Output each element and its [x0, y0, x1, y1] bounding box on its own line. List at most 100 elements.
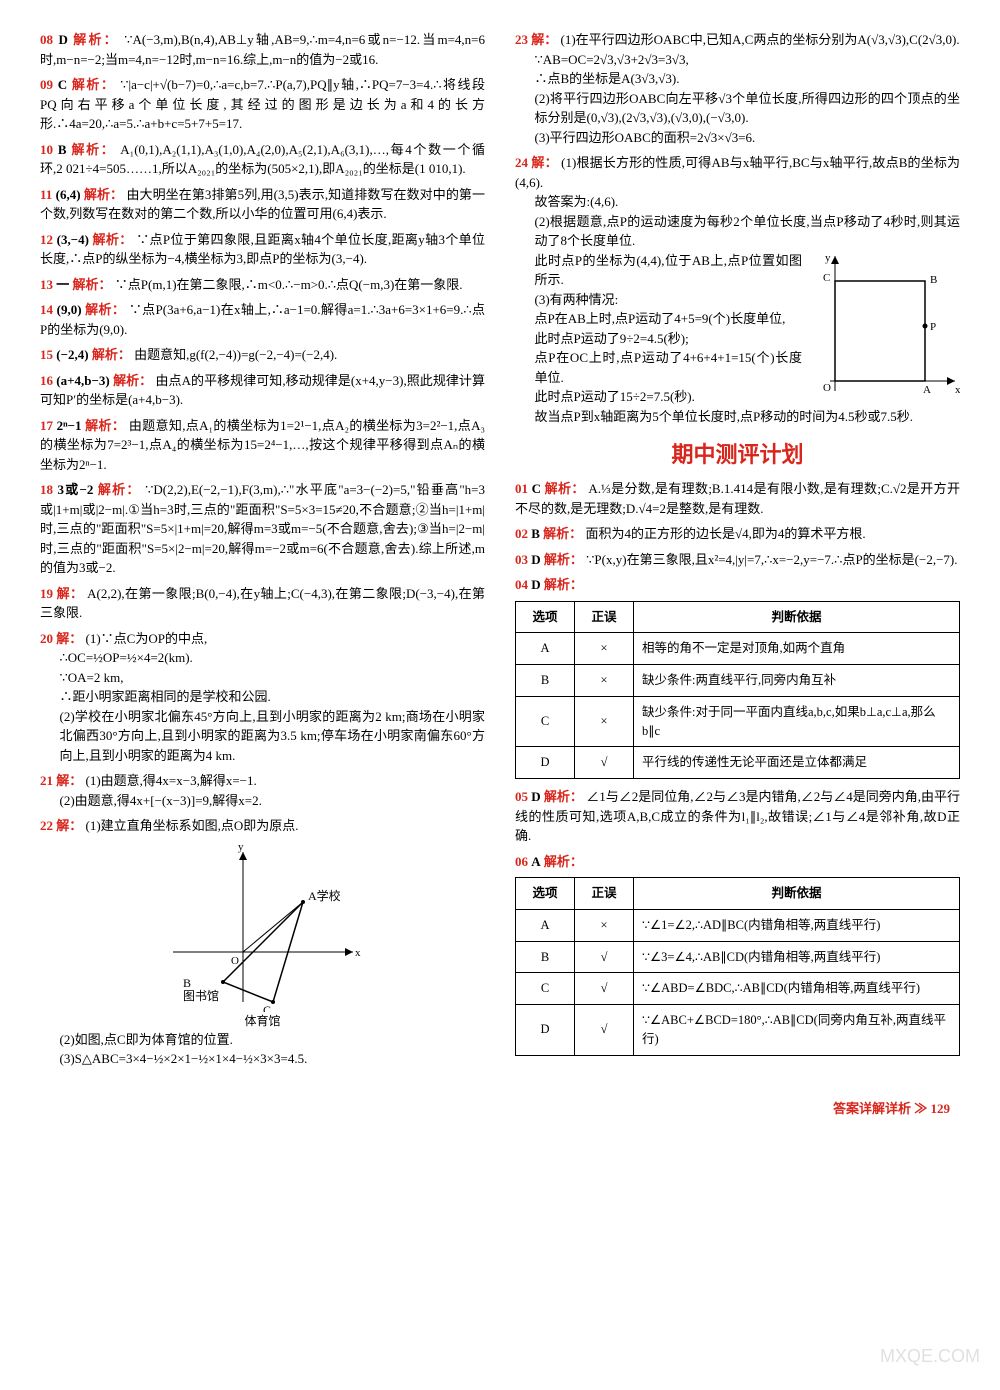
q05-num: 05: [515, 789, 528, 804]
q10-num: 10: [40, 142, 53, 157]
c-label: C: [263, 1003, 271, 1012]
q01-num: 01: [515, 481, 528, 496]
q10: 10 B 解析： A₁(0,1),A₂(1,1),A₃(1,0),A₄(2,0)…: [40, 140, 485, 179]
q03-label: 解析：: [544, 552, 583, 567]
q11-ans: (6,4): [56, 187, 81, 202]
q10-label: 解析：: [71, 142, 115, 157]
q09: 09 C 解析： ∵|a−c|+√(b−7)=0,∴a=c,b=7.∴P(a,7…: [40, 75, 485, 134]
q18-num: 18: [40, 482, 53, 497]
q16: 16 (a+4,b−3) 解析： 由点A的平移规律可知,移动规律是(x+4,y−…: [40, 371, 485, 410]
q24-C: C: [823, 272, 830, 284]
q08-ans: D: [58, 32, 67, 47]
q21-line1: (1)由题意,得4x=x−3,解得x=−1.: [86, 773, 257, 788]
q20-line2: ∴OC=½OP=½×4=2(km).: [60, 648, 486, 668]
q06-h1: 正误: [575, 878, 634, 910]
q19: 19 解： A(2,2),在第一象限;B(0,−4),在y轴上;C(−4,3),…: [40, 584, 485, 623]
q24-line2: 故答案为:(4,6).: [535, 192, 961, 212]
q10-ans: B: [58, 142, 67, 157]
q24-O: O: [823, 382, 831, 394]
q12-num: 12: [40, 232, 53, 247]
q21-num: 21: [40, 773, 53, 788]
table-row: B×缺少条件:两直线平行,同旁内角互补: [516, 665, 960, 697]
q15-text: 由题意知,g(f(2,−4))=g(−2,−4)=(−2,4).: [134, 347, 337, 362]
q09-ans: C: [58, 77, 67, 92]
q23: 23 解： (1)在平行四边形OABC中,已知A,C两点的坐标分别为A(√3,√…: [515, 30, 960, 147]
q04: 04 D 解析：: [515, 575, 960, 595]
q22: 22 解： (1)建立直角坐标系如图,点O即为原点. y x O A学校 B 图…: [40, 816, 485, 1069]
x-axis-label: x: [355, 947, 361, 959]
b-label: B: [183, 976, 191, 990]
table-row: D√∵∠ABC+∠BCD=180°,∴AB∥CD(同旁内角互补,两直线平行): [516, 1005, 960, 1056]
q06-table: 选项 正误 判断依据 A×∵∠1=∠2,∴AD∥BC(内错角相等,两直线平行) …: [515, 877, 960, 1056]
c-caption: 体育馆: [40, 1012, 485, 1030]
origin-label: O: [231, 955, 239, 967]
q17-label: 解析：: [85, 418, 125, 433]
q06: 06 A 解析：: [515, 852, 960, 872]
q13-text: ∵点P(m,1)在第二象限,∴m<0.∴−m>0.∴点Q(−m,3)在第一象限.: [115, 277, 463, 292]
q04-ans: D: [531, 577, 540, 592]
q16-ans: (a+4,b−3): [56, 373, 109, 388]
q14-num: 14: [40, 302, 53, 317]
q02-label: 解析：: [543, 526, 582, 541]
q04-h0: 选项: [516, 601, 575, 633]
q12-ans: (3,−4): [57, 232, 89, 247]
q13-label: 解析：: [73, 277, 112, 292]
q04-h2: 判断依据: [634, 601, 960, 633]
q13-num: 13: [40, 277, 53, 292]
footer-page: 129: [931, 1101, 951, 1116]
q24-x: x: [955, 384, 960, 396]
q01-ans: C: [532, 481, 541, 496]
q06-h0: 选项: [516, 878, 575, 910]
q24: 24 解： (1)根据长方形的性质,可得AB与x轴平行,BC与x轴平行,故点B的…: [515, 153, 960, 426]
table-row: D√平行线的传递性无论平面还是立体都满足: [516, 747, 960, 779]
q02: 02 B 解析： 面积为4的正方形的边长是√4,即为4的算术平方根.: [515, 524, 960, 544]
q08: 08 D 解析： ∵A(−3,m),B(n,4),AB⊥y轴,AB=9,∴m=4…: [40, 30, 485, 69]
q17-ans: 2ⁿ−1: [57, 418, 82, 433]
q21-line2: (2)由题意,得4x+[−(x−3)]=9,解得x=2.: [60, 791, 486, 811]
q20-line4: ∴距小明家距离相同的是学校和公园.: [60, 687, 486, 707]
q03-num: 03: [515, 552, 528, 567]
q16-label: 解析：: [113, 373, 152, 388]
table-row: A×∵∠1=∠2,∴AD∥BC(内错角相等,两直线平行): [516, 909, 960, 941]
q24-P: P: [930, 321, 936, 333]
q14-ans: (9,0): [57, 302, 82, 317]
q23-line5: (3)平行四边形OABC的面积=2√3×√3=6.: [535, 128, 961, 148]
right-column: 23 解： (1)在平行四边形OABC中,已知A,C两点的坐标分别为A(√3,√…: [515, 30, 960, 1075]
q22-num: 22: [40, 818, 53, 833]
q05-label: 解析：: [544, 789, 583, 804]
q04-num: 04: [515, 577, 528, 592]
q17-num: 17: [40, 418, 53, 433]
q20: 20 解： (1)∵点C为OP的中点, ∴OC=½OP=½×4=2(km). ∵…: [40, 629, 485, 766]
q18-ans: 3或−2: [58, 482, 94, 497]
q23-label: 解：: [531, 32, 557, 47]
section-title: 期中测评计划: [515, 438, 960, 471]
q20-line3: ∵OA=2 km,: [60, 668, 486, 688]
q24-B: B: [930, 274, 937, 286]
q23-line4: (2)将平行四边形OABC向左平移√3个单位长度,所得四边形的四个顶点的坐标分别…: [535, 89, 961, 128]
q19-label: 解：: [57, 586, 84, 601]
q06-num: 06: [515, 854, 528, 869]
q11: 11 (6,4) 解析： 由大明坐在第3排第5列,用(3,5)表示,知道排数写在…: [40, 185, 485, 224]
q24-A: A: [923, 384, 931, 396]
q24-label: 解：: [531, 155, 557, 170]
q24-line1: (1)根据长方形的性质,可得AB与x轴平行,BC与x轴平行,故点B的坐标为(4,…: [515, 155, 960, 190]
q24-line3: (2)根据题意,点P的运动速度为每秒2个单位长度,当点P移动了4秒时,则其运动了…: [535, 212, 961, 251]
q18-label: 解析：: [98, 482, 141, 497]
q12: 12 (3,−4) 解析： ∵点P位于第四象限,且距离x轴4个单位长度,距离y轴…: [40, 230, 485, 269]
table-row: C√∵∠ABD=∠BDC,∴AB∥CD(内错角相等,两直线平行): [516, 973, 960, 1005]
q04-label: 解析：: [544, 577, 583, 592]
q02-num: 02: [515, 526, 528, 541]
q20-line1: (1)∵点C为OP的中点,: [86, 631, 208, 646]
q13: 13 一 解析： ∵点P(m,1)在第二象限,∴m<0.∴−m>0.∴点Q(−m…: [40, 275, 485, 295]
q03-ans: D: [531, 552, 540, 567]
q24-y: y: [825, 252, 831, 264]
q22-line3: (3)S△ABC=3×4−½×2×1−½×1×4−½×3×3=4.5.: [60, 1049, 486, 1069]
b-sublabel: 图书馆: [183, 988, 219, 1003]
q18: 18 3或−2 解析： ∵D(2,2),E(−2,−1),F(3,m),∴"水平…: [40, 480, 485, 578]
q22-line1: (1)建立直角坐标系如图,点O即为原点.: [86, 818, 299, 833]
q20-num: 20: [40, 631, 53, 646]
q09-label: 解析：: [72, 77, 116, 92]
table-row: C×缺少条件:对于同一平面内直线a,b,c,如果b⊥a,c⊥a,那么b∥c: [516, 696, 960, 747]
q24-line10: 故当点P到x轴距离为5个单位长度时,点P移动的时间为4.5秒或7.5秒.: [535, 407, 961, 427]
q06-ans: A: [531, 854, 540, 869]
